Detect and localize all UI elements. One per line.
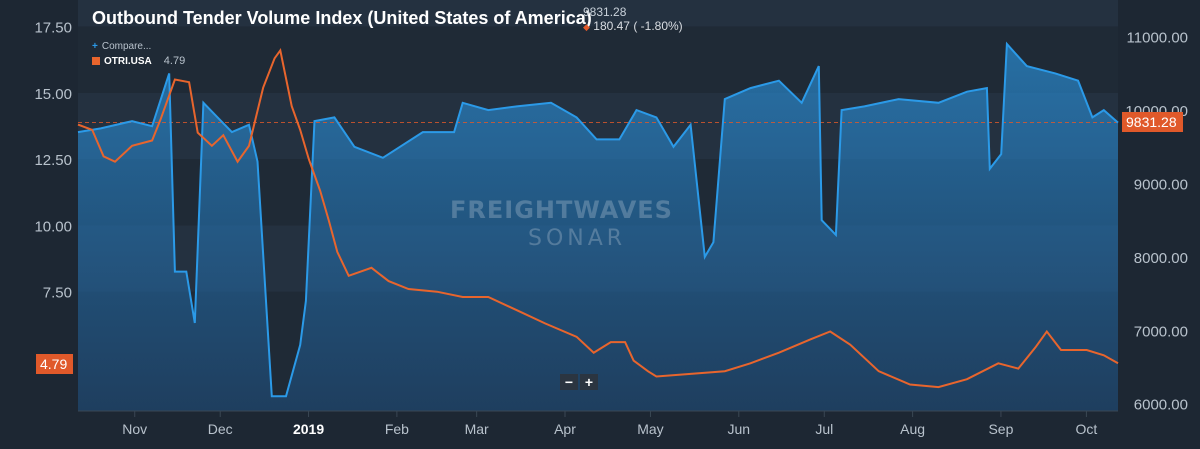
quote-last: 9831.28	[583, 5, 627, 19]
right-tick-label: 8000.00	[1134, 250, 1188, 267]
zoom-out-button[interactable]: −	[560, 374, 578, 390]
series-swatch	[92, 57, 100, 66]
otvi-area	[78, 44, 1118, 411]
quote-change-pct: ( -1.80%)	[633, 19, 683, 33]
zoom-in-button[interactable]: +	[580, 374, 598, 390]
x-tick-label: Nov	[122, 421, 147, 437]
left-tick-label: 15.00	[34, 86, 72, 103]
right-axis: 6000.007000.008000.009000.0010000.001100…	[1125, 30, 1188, 414]
down-triangle-icon: ◆	[583, 22, 590, 32]
last-value-badge-otvi: 9831.28	[1122, 112, 1183, 133]
x-tick-label: Jun	[728, 421, 751, 437]
last-value-badge-otri: 4.79	[36, 353, 74, 374]
right-tick-label: 9000.00	[1134, 176, 1188, 193]
left-tick-label: 12.50	[34, 152, 72, 169]
x-tick-label: Feb	[385, 421, 409, 437]
x-tick-label: Oct	[1076, 421, 1098, 437]
watermark-sonar: SONAR	[528, 226, 627, 251]
grid-band	[78, 0, 1118, 27]
x-tick-label: Dec	[208, 421, 233, 437]
right-tick-label: 7000.00	[1134, 323, 1188, 340]
right-tick-label: 11000.00	[1127, 30, 1188, 47]
left-tick-label: 10.00	[34, 218, 72, 235]
x-tick-label: Apr	[554, 421, 576, 437]
left-tick-label: 7.50	[43, 285, 72, 302]
watermark-logo: FREIGHTWAVES	[450, 196, 673, 224]
legend: + Compare... OTRI.USA 4.79	[92, 40, 185, 69]
zoom-controls: − +	[560, 374, 598, 390]
x-axis: Nov Dec 2019 Feb Mar Apr May Jun Jul Aug Sep Oct	[122, 411, 1097, 437]
legend-otri[interactable]: OTRI.USA 4.79	[92, 54, 185, 69]
x-tick-label: Aug	[900, 421, 925, 437]
x-tick-label: Sep	[988, 421, 1013, 437]
x-tick-label: Jul	[815, 421, 833, 437]
left-axis: 7.50 10.00 12.50 15.00 17.50	[34, 20, 72, 302]
legend-compare[interactable]: + Compare...	[92, 40, 185, 54]
quote-change: 180.47	[593, 19, 630, 33]
chart-title: Outbound Tender Volume Index (United Sta…	[92, 8, 592, 28]
legend-compare-label: Compare...	[101, 41, 152, 52]
right-tick-label: 6000.00	[1134, 397, 1188, 414]
grid-band	[78, 26, 1118, 93]
otri-line	[77, 47, 1119, 389]
otvi-line	[77, 41, 1119, 398]
quote-panel: 9831.28 ◆ 180.47 ( -1.80%)	[583, 5, 683, 34]
legend-otri-value: 4.79	[163, 55, 186, 67]
x-tick-label: Mar	[465, 421, 489, 437]
legend-otri-label: OTRI.USA	[104, 56, 152, 67]
left-tick-label: 17.50	[34, 20, 72, 37]
x-tick-label: 2019	[293, 421, 324, 437]
plus-icon: +	[92, 41, 98, 52]
x-tick-label: May	[637, 421, 663, 437]
